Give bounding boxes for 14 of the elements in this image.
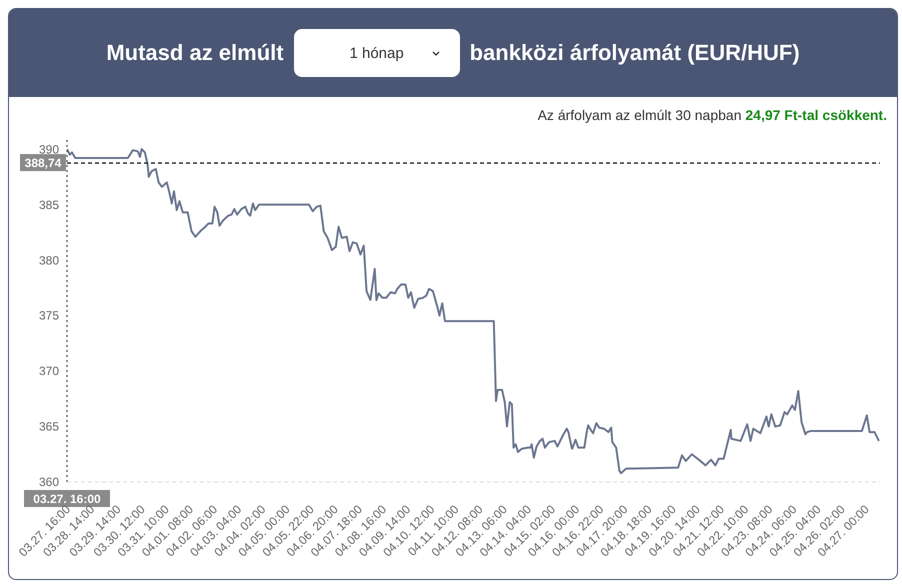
ref-line-label: 388,74 — [24, 156, 62, 170]
dropdown-field: 1 hónap — [294, 29, 460, 77]
text: Az árfolyam az elmúlt 30 napban — [538, 107, 742, 123]
y-tick-label: 375 — [38, 308, 60, 323]
y-tick-label: 385 — [38, 198, 60, 212]
y-tick-label: 390 — [38, 142, 60, 156]
ref-line-label: 03.27. 16:00 — [33, 492, 102, 506]
text: 24,97 Ft-tal csökkent. — [745, 107, 887, 123]
y-tick-label: 380 — [38, 253, 60, 268]
text: bankközi árfolyamát (EUR/HUF) — [470, 40, 800, 66]
y-tick-label: 365 — [38, 420, 60, 434]
y-tick-label: 370 — [38, 364, 60, 378]
y-tick-label: 360 — [38, 475, 60, 490]
chart-title: Mutasd az elmúlt — [106, 40, 284, 66]
